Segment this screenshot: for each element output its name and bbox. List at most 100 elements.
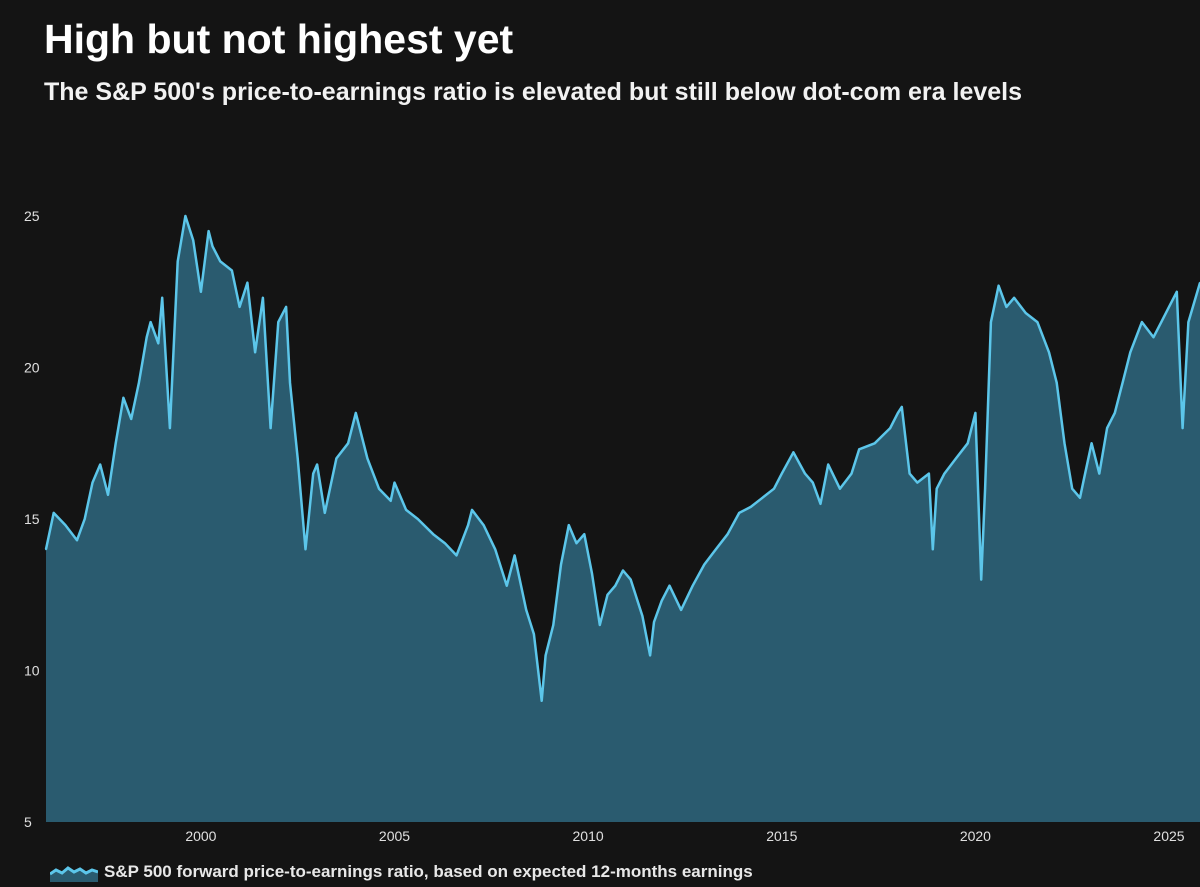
data-point <box>980 578 983 581</box>
data-point <box>1129 351 1132 354</box>
data-point <box>974 411 977 414</box>
data-point <box>482 524 485 527</box>
data-point <box>416 518 419 520</box>
data-point <box>157 342 160 345</box>
data-point <box>1106 427 1109 430</box>
data-point <box>858 448 861 451</box>
data-point <box>277 321 280 324</box>
data-point <box>780 472 783 475</box>
data-point <box>714 548 717 551</box>
data-point <box>494 548 497 551</box>
data-point <box>641 615 644 617</box>
data-point <box>792 451 795 454</box>
data-point <box>598 624 601 626</box>
data-point <box>622 569 624 572</box>
data-point <box>45 548 47 551</box>
data-point <box>691 584 694 587</box>
data-point <box>540 699 543 702</box>
data-point <box>184 215 187 217</box>
x-tick-label: 2010 <box>573 828 604 844</box>
x-tick-label: 2005 <box>379 828 410 844</box>
data-point <box>107 493 109 496</box>
data-point <box>366 457 369 460</box>
data-point <box>64 524 67 527</box>
data-point <box>378 487 380 490</box>
data-point <box>238 305 241 308</box>
data-point <box>199 290 202 293</box>
data-point <box>246 281 249 284</box>
legend: S&P 500 forward price-to-earnings ratio,… <box>50 860 753 884</box>
data-point <box>1168 305 1170 308</box>
data-point <box>1113 411 1116 414</box>
data-point <box>1187 321 1190 324</box>
data-point <box>850 472 853 475</box>
data-point <box>304 548 307 551</box>
data-point <box>149 321 152 324</box>
data-point <box>591 572 593 575</box>
data-point <box>145 336 148 339</box>
data-point <box>432 533 435 536</box>
data-point <box>76 539 78 542</box>
data-point <box>130 418 133 420</box>
data-point <box>52 511 55 514</box>
data-point <box>931 548 934 551</box>
data-point <box>1098 472 1101 475</box>
data-point <box>761 496 764 499</box>
data-point <box>552 624 555 626</box>
data-point <box>316 463 319 466</box>
data-point <box>296 457 299 460</box>
data-point <box>405 508 408 511</box>
data-point <box>1175 290 1178 293</box>
data-point <box>1024 312 1027 314</box>
data-point <box>827 463 830 466</box>
data-point <box>1121 381 1124 384</box>
x-tick-label: 2020 <box>960 828 991 844</box>
x-tick-label: 2015 <box>766 828 797 844</box>
data-point <box>513 554 516 557</box>
data-point <box>749 505 752 508</box>
data-point <box>900 405 903 408</box>
data-point <box>192 239 195 242</box>
y-tick-label: 15 <box>24 511 40 527</box>
chart-subtitle: The S&P 500's price-to-earnings ratio is… <box>44 78 1023 106</box>
data-point <box>471 508 473 511</box>
data-point <box>1013 296 1016 299</box>
data-point <box>660 599 663 602</box>
data-point <box>455 554 458 557</box>
data-point <box>703 563 706 566</box>
data-point <box>896 411 899 414</box>
data-point <box>347 442 350 445</box>
data-point <box>908 472 911 475</box>
data-point <box>1005 305 1008 308</box>
data-point <box>943 472 946 475</box>
data-point <box>254 351 257 354</box>
data-point <box>649 654 652 657</box>
data-point <box>1082 478 1085 481</box>
data-point <box>606 593 609 596</box>
data-point <box>91 481 94 484</box>
data-point <box>889 427 892 430</box>
data-point <box>207 230 210 233</box>
data-point <box>161 296 164 299</box>
data-point <box>726 533 729 536</box>
legend-swatch-icon <box>50 866 98 882</box>
data-point <box>99 463 102 466</box>
data-point <box>261 296 264 299</box>
x-tick-label: 2000 <box>185 828 216 844</box>
data-point <box>393 481 396 484</box>
data-point <box>443 542 446 545</box>
data-point <box>168 427 171 430</box>
data-point <box>269 427 272 430</box>
data-point <box>560 563 562 566</box>
data-point <box>583 533 586 536</box>
data-point <box>544 654 547 657</box>
data-point <box>838 487 841 490</box>
data-point <box>966 442 969 445</box>
data-point <box>354 411 357 414</box>
data-point <box>1181 427 1184 430</box>
data-point <box>1048 351 1050 354</box>
data-point <box>575 542 578 545</box>
data-point <box>984 487 987 490</box>
data-point <box>653 621 655 623</box>
